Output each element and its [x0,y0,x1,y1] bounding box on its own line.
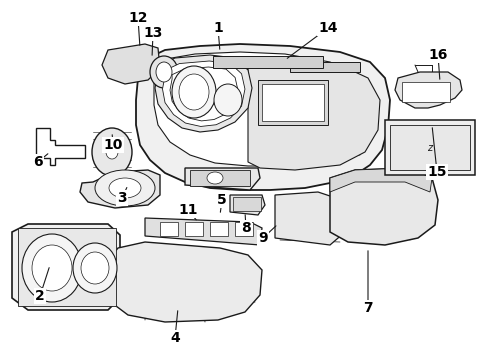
Polygon shape [330,168,432,192]
Bar [390,125,470,170]
Bar [185,222,203,236]
Text: 14: 14 [318,21,338,35]
Bar [385,120,475,175]
Polygon shape [145,218,262,245]
Polygon shape [102,242,262,322]
Text: 13: 13 [143,26,163,40]
Text: 5: 5 [217,193,227,207]
Ellipse shape [81,252,109,284]
Polygon shape [155,55,252,132]
Polygon shape [12,224,120,310]
Bar [262,84,324,121]
Ellipse shape [156,62,172,82]
Bar [213,56,323,68]
Bar [235,222,253,236]
Text: 2: 2 [35,289,45,303]
Bar [402,82,450,102]
Ellipse shape [150,56,178,88]
Text: 6: 6 [33,155,43,169]
Ellipse shape [172,66,216,118]
Polygon shape [185,168,260,190]
Ellipse shape [22,234,82,302]
Text: 8: 8 [241,221,251,235]
Bar [160,222,178,236]
Polygon shape [80,170,160,208]
Ellipse shape [109,178,141,198]
Polygon shape [36,128,85,165]
Text: 3: 3 [117,191,127,205]
Text: 15: 15 [427,165,447,179]
Polygon shape [330,168,438,245]
Bar [290,62,360,72]
Text: 4: 4 [170,331,180,345]
Text: z: z [427,143,433,153]
Text: 1: 1 [213,21,223,35]
Ellipse shape [179,74,209,110]
Ellipse shape [95,170,155,206]
Polygon shape [136,44,390,190]
Text: 16: 16 [428,48,448,62]
Ellipse shape [92,128,132,176]
Bar [210,222,228,236]
Bar [190,170,250,186]
Polygon shape [395,72,462,108]
Polygon shape [163,61,245,126]
Polygon shape [248,62,380,170]
Bar [18,228,116,306]
Bar [258,80,328,125]
Ellipse shape [106,145,118,159]
Text: 10: 10 [103,138,122,152]
Ellipse shape [214,84,242,116]
Polygon shape [102,44,160,84]
Polygon shape [275,192,345,245]
Ellipse shape [207,172,223,184]
Text: 11: 11 [178,203,198,217]
Text: 7: 7 [363,301,373,315]
Text: 12: 12 [128,11,148,25]
Polygon shape [154,52,370,166]
Polygon shape [170,67,238,121]
Polygon shape [230,195,265,215]
Bar [233,197,261,211]
Text: 9: 9 [258,231,268,245]
Ellipse shape [73,243,117,293]
Ellipse shape [32,245,72,291]
